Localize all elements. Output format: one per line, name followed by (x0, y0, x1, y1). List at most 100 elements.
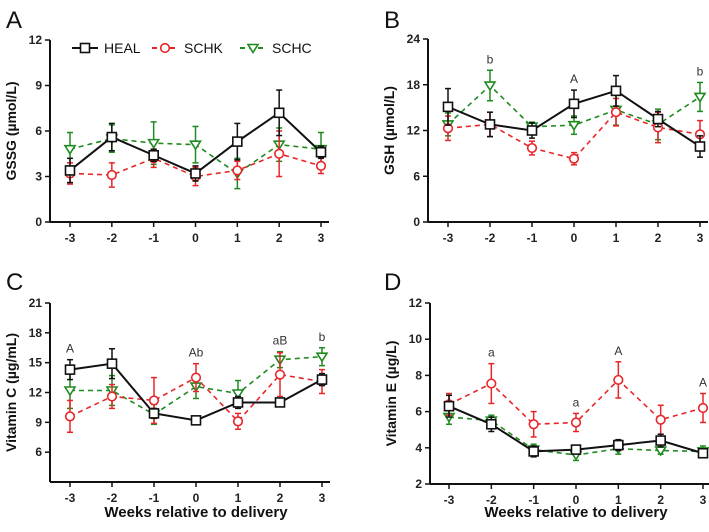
series-heal (442, 74, 706, 158)
data-point (63, 386, 77, 397)
data-point (64, 364, 76, 375)
significance-label: A (614, 344, 622, 358)
data-point (570, 444, 582, 455)
data-point (274, 397, 286, 408)
data-point (486, 378, 497, 389)
data-point (64, 165, 76, 176)
series-schk (443, 361, 709, 438)
y-tick-label: 18 (407, 78, 421, 92)
x-tick-label: -2 (485, 231, 496, 245)
significance-label: a (488, 346, 495, 360)
data-point (693, 92, 707, 103)
panel-letter: B (384, 7, 400, 34)
x-tick-label: 3 (700, 493, 707, 507)
data-point (274, 369, 286, 380)
y-tick-label: 6 (35, 124, 42, 138)
data-point (442, 101, 454, 113)
legend-item-heal: HEAL (72, 40, 141, 56)
data-point (147, 138, 161, 150)
y-axis-label: GSSG (µmol/L) (3, 81, 19, 180)
y-tick-label: 18 (29, 326, 43, 340)
data-point (528, 419, 539, 430)
x-tick-label: 2 (277, 491, 284, 505)
data-point (697, 402, 709, 414)
data-point (486, 418, 497, 430)
data-point (232, 165, 243, 176)
significance-label: b (319, 330, 326, 344)
data-point (697, 447, 709, 459)
y-tick-label: 9 (35, 415, 42, 429)
x-tick-label: 1 (235, 491, 242, 505)
data-point (316, 374, 328, 385)
y-tick-label: 0 (413, 215, 420, 229)
y-tick-label: 10 (409, 332, 423, 346)
y-tick-label: 15 (29, 356, 43, 370)
x-tick-label: 2 (657, 493, 664, 507)
legend-label: SCHK (184, 40, 224, 56)
x-tick-label: -1 (148, 231, 159, 245)
y-tick-label: 12 (29, 33, 43, 47)
x-tick-label: 3 (697, 231, 704, 245)
significance-label: A (570, 72, 578, 86)
y-tick-label: 3 (35, 170, 42, 184)
data-point (315, 146, 327, 158)
y-tick-label: 6 (415, 405, 422, 419)
data-point (232, 136, 243, 147)
x-tick-label: -3 (65, 231, 76, 245)
x-tick-label: 3 (319, 491, 326, 505)
y-tick-label: 0 (35, 215, 42, 229)
panel-letter: D (384, 269, 401, 296)
y-tick-label: 24 (407, 32, 421, 46)
x-tick-label: -2 (486, 493, 497, 507)
data-point (613, 374, 624, 386)
significance-label: Ab (189, 346, 204, 360)
data-point (190, 168, 201, 179)
x-tick-label: -1 (149, 491, 160, 505)
legend-marker (246, 43, 260, 55)
data-point (274, 148, 285, 159)
x-tick-label: 2 (276, 231, 283, 245)
data-point (64, 411, 76, 422)
series-heal (64, 347, 328, 426)
data-point (273, 107, 285, 119)
data-point (148, 149, 159, 161)
legend-marker (159, 42, 171, 54)
data-point (443, 400, 455, 412)
x-tick-label: 1 (234, 231, 241, 245)
y-tick-label: 2 (415, 477, 422, 491)
y-tick-label: 6 (413, 169, 420, 183)
data-point (613, 439, 624, 451)
legend-item-schc: SCHC (240, 40, 312, 56)
data-point (232, 416, 244, 427)
data-point (655, 435, 666, 446)
legend-label: SCHC (272, 40, 312, 56)
series-heal (443, 394, 709, 459)
x-tick-label: 2 (655, 231, 662, 245)
x-tick-label: -3 (443, 231, 454, 245)
legend: HEAL SCHK SCHC (72, 40, 312, 56)
data-point (315, 160, 327, 171)
x-tick-label: -2 (106, 231, 117, 245)
panel-letter: C (6, 269, 23, 296)
data-point (106, 131, 118, 143)
y-tick-label: 12 (29, 386, 43, 400)
data-point (231, 389, 245, 400)
data-point (528, 446, 539, 457)
data-point (148, 395, 160, 406)
data-point (526, 142, 538, 154)
data-point (190, 372, 202, 383)
legend-item-schk: SCHK (152, 40, 224, 56)
y-tick-label: 8 (415, 368, 422, 382)
x-axis-label: Weeks relative to delivery (104, 504, 288, 521)
significance-label: aB (273, 334, 288, 348)
x-tick-label: 1 (613, 231, 620, 245)
y-tick-label: 12 (409, 296, 423, 310)
y-tick-label: 21 (29, 296, 43, 310)
data-point (610, 85, 622, 97)
significance-label: b (487, 52, 494, 66)
y-axis-label: GSH (µmol/L) (381, 86, 397, 175)
x-tick-label: -1 (528, 493, 539, 507)
data-point (189, 140, 202, 151)
